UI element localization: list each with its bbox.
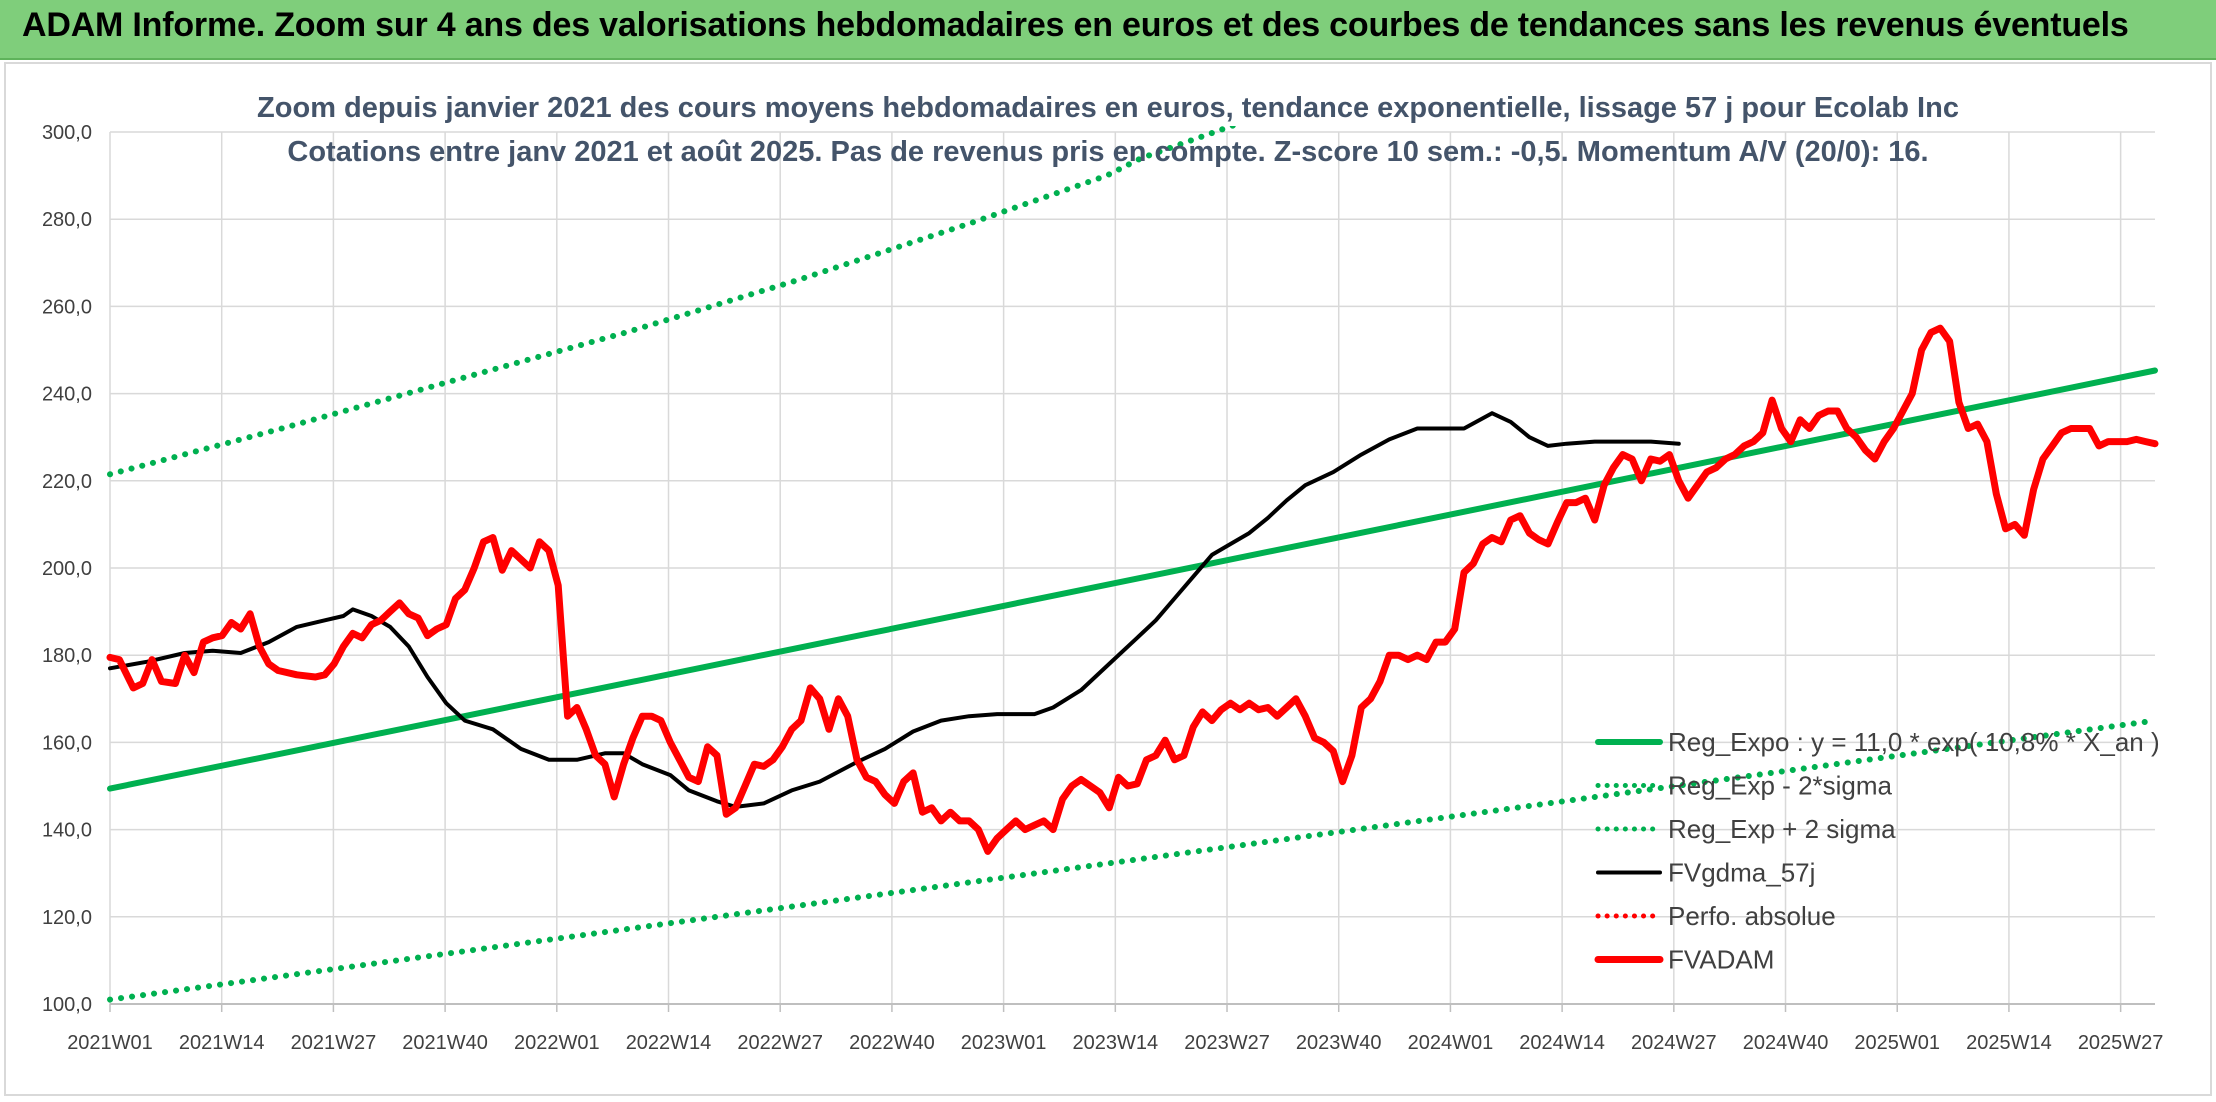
y-axis-ticks: 100,0 120,0 140,0 160,0 180,0 200,0 220,0 240,0… bbox=[42, 122, 92, 1016]
x-tick-label: 2022W27 bbox=[737, 1032, 823, 1054]
y-tick-label: 260,0 bbox=[42, 296, 92, 318]
x-tick-label: 2024W01 bbox=[1408, 1032, 1494, 1054]
y-tick-label: 180,0 bbox=[42, 645, 92, 667]
y-tick-label: 100,0 bbox=[42, 994, 92, 1016]
fvadam-line bbox=[106, 324, 2159, 855]
chart-series bbox=[106, 126, 2159, 1003]
report-header: ADAM Informe. Zoom sur 4 ans des valoris… bbox=[0, 0, 2216, 60]
legend-label-reg-expo-line: Reg_Expo : y = 11,0 * exp( 10,8% * X_an … bbox=[1668, 727, 2160, 757]
chart-grid bbox=[109, 131, 2155, 1012]
x-tick-label: 2022W14 bbox=[626, 1032, 712, 1054]
x-tick-label: 2021W40 bbox=[402, 1032, 488, 1054]
y-tick-label: 220,0 bbox=[42, 471, 92, 493]
x-tick-label: 2024W40 bbox=[1743, 1032, 1829, 1054]
x-tick-label: 2024W27 bbox=[1631, 1032, 1717, 1054]
fvgdma-57j-line bbox=[108, 411, 1681, 809]
x-tick-label: 2025W01 bbox=[1854, 1032, 1940, 1054]
y-tick-label: 200,0 bbox=[42, 558, 92, 580]
chart-legend: Reg_Expo : y = 11,0 * exp( 10,8% * X_an … bbox=[1594, 727, 2160, 975]
reg-exp-plus-2sigma-line bbox=[107, 126, 1241, 478]
y-tick-label: 140,0 bbox=[42, 820, 92, 842]
subtitle-line-1: Zoom depuis janvier 2021 des cours moyen… bbox=[257, 92, 1959, 124]
x-tick-label: 2023W01 bbox=[961, 1032, 1047, 1054]
subtitle-line-2: Cotations entre janv 2021 et août 2025. … bbox=[287, 136, 1928, 168]
x-tick-label: 2023W14 bbox=[1073, 1032, 1159, 1054]
x-tick-label: 2025W14 bbox=[1966, 1032, 2052, 1054]
x-tick-label: 2023W27 bbox=[1184, 1032, 1270, 1054]
x-tick-label: 2021W14 bbox=[179, 1032, 265, 1054]
x-tick-label: 2021W01 bbox=[67, 1032, 153, 1054]
y-tick-label: 160,0 bbox=[42, 732, 92, 754]
report-title: ADAM Informe. Zoom sur 4 ans des valoris… bbox=[22, 6, 2129, 44]
y-tick-label: 240,0 bbox=[42, 384, 92, 406]
x-tick-label: 2022W01 bbox=[514, 1032, 600, 1054]
x-tick-label: 2025W27 bbox=[2078, 1032, 2164, 1054]
legend-label-reg-exp-plus-2sigma-line: Reg_Exp + 2 sigma bbox=[1668, 814, 1896, 844]
x-tick-label: 2024W14 bbox=[1519, 1032, 1605, 1054]
legend-label-fvgdma-57j-line: FVgdma_57j bbox=[1668, 858, 1815, 888]
y-tick-label: 280,0 bbox=[42, 209, 92, 231]
chart-subtitle: Zoom depuis janvier 2021 des cours moyen… bbox=[257, 92, 1959, 168]
legend-label-fvadam-line: FVADAM bbox=[1668, 945, 1774, 975]
x-tick-label: 2022W40 bbox=[849, 1032, 935, 1054]
y-tick-label: 300,0 bbox=[42, 122, 92, 144]
y-tick-label: 120,0 bbox=[42, 907, 92, 929]
x-axis-ticks: 2021W01 2021W14 2021W27 2021W40 2022W01 2022W… bbox=[67, 1032, 2163, 1054]
chart-frame bbox=[4, 62, 2212, 1096]
x-tick-label: 2021W27 bbox=[291, 1032, 377, 1054]
reg-exp-minus-2sigma-line bbox=[107, 717, 2158, 1003]
x-tick-label: 2023W40 bbox=[1296, 1032, 1382, 1054]
legend-label-perfo-absolue-line: Perfo. absolue bbox=[1668, 901, 1836, 931]
legend-label-reg-exp-minus-2sigma-line: Reg_Exp - 2*sigma bbox=[1668, 771, 1893, 801]
reg-expo-line bbox=[107, 367, 2158, 792]
